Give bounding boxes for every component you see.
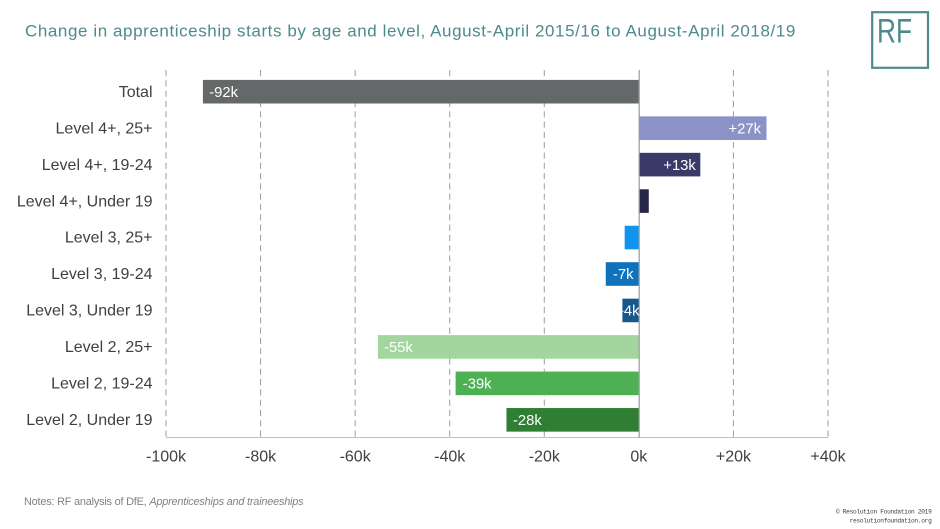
svg-text:Level 3, 19-24: Level 3, 19-24 <box>51 266 153 283</box>
svg-text:Level 4+, 19-24: Level 4+, 19-24 <box>42 157 153 174</box>
svg-text:+13k: +13k <box>663 158 696 174</box>
svg-text:RF: RF <box>877 12 912 50</box>
svg-text:-55k: -55k <box>384 340 413 356</box>
svg-text:-92k: -92k <box>209 85 238 101</box>
svg-text:+20k: +20k <box>716 449 752 466</box>
svg-text:+27k: +27k <box>729 121 762 137</box>
svg-text:-80k: -80k <box>245 449 277 466</box>
svg-text:-60k: -60k <box>340 449 372 466</box>
svg-text:-4k: -4k <box>619 304 640 320</box>
svg-text:-20k: -20k <box>529 449 561 466</box>
svg-text:Total: Total <box>119 84 153 101</box>
svg-text:Level 4+, 25+: Level 4+, 25+ <box>56 120 153 137</box>
svg-text:Level 2, 25+: Level 2, 25+ <box>65 339 153 356</box>
svg-text:-28k: -28k <box>513 413 542 429</box>
svg-text:-7k: -7k <box>613 267 634 283</box>
svg-text:-39k: -39k <box>463 377 492 393</box>
svg-text:Level 2, 19-24: Level 2, 19-24 <box>51 376 153 393</box>
svg-text:-40k: -40k <box>434 449 466 466</box>
svg-text:+40k: +40k <box>810 449 846 466</box>
svg-text:Level 4+, Under 19: Level 4+, Under 19 <box>17 193 153 210</box>
svg-text:Notes: RF analysis of DfE, App: Notes: RF analysis of DfE, Apprenticeshi… <box>24 496 304 508</box>
svg-text:-100k: -100k <box>146 449 187 466</box>
svg-text:Change in apprenticeship start: Change in apprenticeship starts by age a… <box>25 21 796 40</box>
svg-text:Level 3, 25+: Level 3, 25+ <box>65 230 153 247</box>
svg-text:0k: 0k <box>630 449 648 466</box>
svg-text:Level 3, Under 19: Level 3, Under 19 <box>26 303 152 320</box>
svg-text:© Resolution Foundation 2019: © Resolution Foundation 2019 <box>836 509 932 516</box>
svg-text:Level 2, Under 19: Level 2, Under 19 <box>26 412 152 429</box>
svg-text:resolutionfoundation.org: resolutionfoundation.org <box>850 518 933 525</box>
